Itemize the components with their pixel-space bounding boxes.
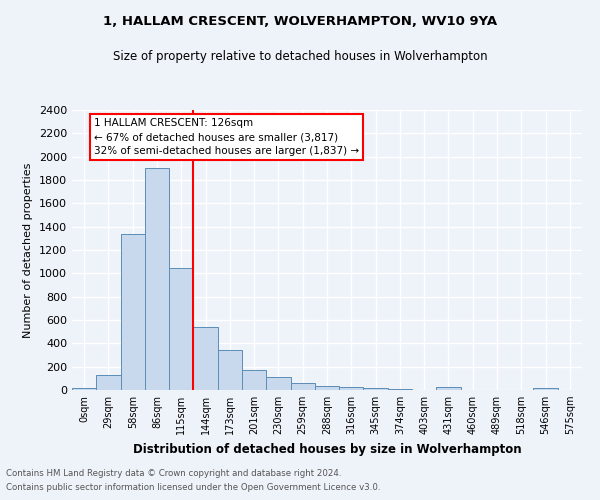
Bar (266, 377, 290, 390)
Bar (339, 387, 364, 390)
Bar (121, 234, 145, 390)
Bar (436, 387, 461, 390)
Bar (242, 370, 266, 390)
Bar (315, 386, 339, 390)
Bar (72, 388, 96, 390)
Bar (96, 375, 121, 390)
Bar (364, 388, 388, 390)
Bar (218, 350, 242, 390)
Bar (145, 168, 169, 390)
Bar (193, 327, 218, 390)
Bar (290, 383, 315, 390)
Text: Contains public sector information licensed under the Open Government Licence v3: Contains public sector information licen… (6, 484, 380, 492)
Bar (533, 388, 558, 390)
X-axis label: Distribution of detached houses by size in Wolverhampton: Distribution of detached houses by size … (133, 442, 521, 456)
Text: 1, HALLAM CRESCENT, WOLVERHAMPTON, WV10 9YA: 1, HALLAM CRESCENT, WOLVERHAMPTON, WV10 … (103, 15, 497, 28)
Y-axis label: Number of detached properties: Number of detached properties (23, 162, 34, 338)
Bar (169, 268, 193, 390)
Text: Contains HM Land Registry data © Crown copyright and database right 2024.: Contains HM Land Registry data © Crown c… (6, 468, 341, 477)
Text: 1 HALLAM CRESCENT: 126sqm
← 67% of detached houses are smaller (3,817)
32% of se: 1 HALLAM CRESCENT: 126sqm ← 67% of detac… (94, 118, 359, 156)
Text: Size of property relative to detached houses in Wolverhampton: Size of property relative to detached ho… (113, 50, 487, 63)
